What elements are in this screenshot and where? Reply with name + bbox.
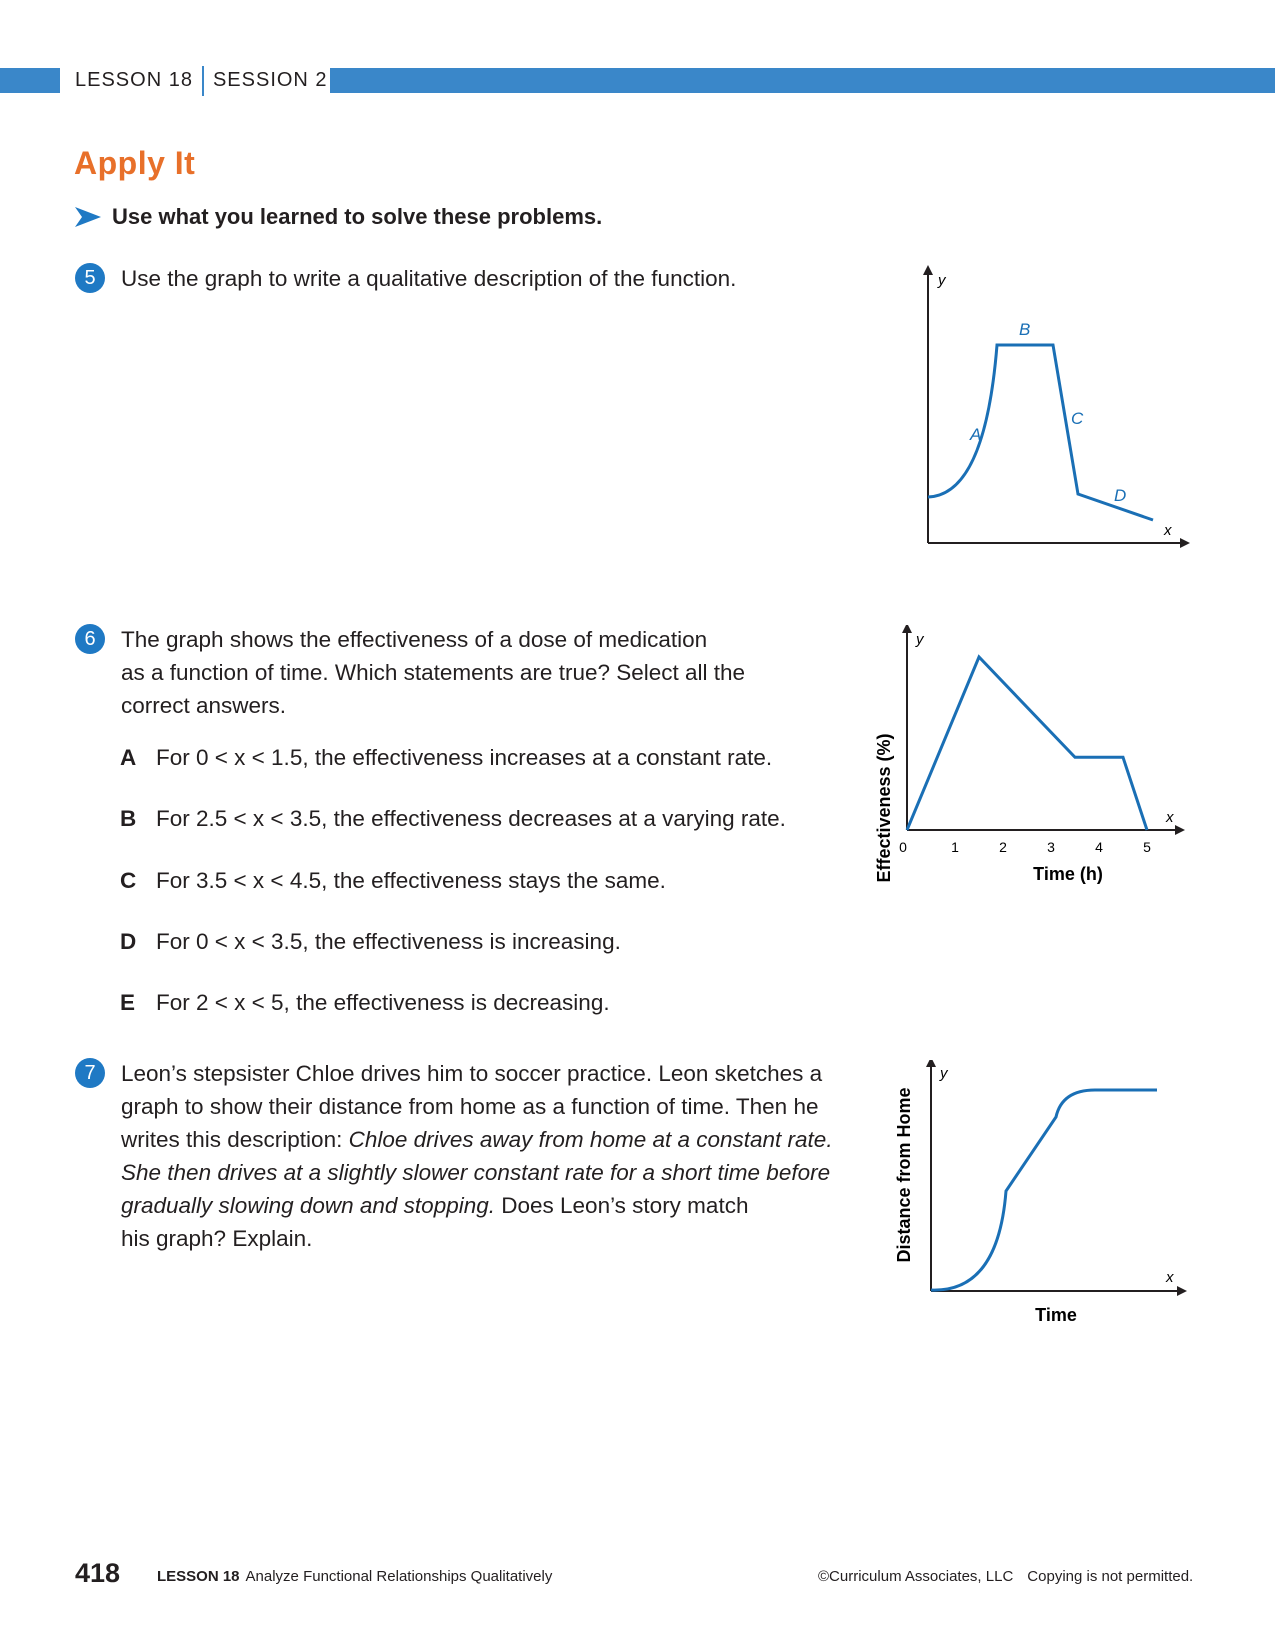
header-divider xyxy=(201,65,204,96)
option-e[interactable]: E For 2 < x < 5, the effectiveness is de… xyxy=(120,990,610,1016)
header-band-right xyxy=(330,68,1275,93)
option-b-letter: B xyxy=(120,806,137,831)
graph-5: y x A B C D xyxy=(923,265,1190,548)
option-e-text: For 2 < x < 5, the effectiveness is decr… xyxy=(156,990,610,1015)
question-7-line-6: his graph? Explain. xyxy=(121,1226,313,1251)
option-a[interactable]: A For 0 < x < 1.5, the effectiveness inc… xyxy=(120,745,772,771)
option-b[interactable]: B For 2.5 < x < 3.5, the effectiveness d… xyxy=(120,806,786,832)
option-c-text: For 3.5 < x < 4.5, the effectiveness sta… xyxy=(156,868,666,893)
header-band-left xyxy=(0,68,60,93)
graph6-x-tick-label: 3 xyxy=(1047,839,1055,855)
option-d-text: For 0 < x < 3.5, the effectiveness is in… xyxy=(156,929,621,954)
question-7-line-5-italic: gradually slowing down and stopping. xyxy=(121,1193,495,1218)
graph7-curve xyxy=(930,1088,1157,1292)
question-7-line-2: graph to show their distance from home a… xyxy=(121,1094,819,1119)
question-7-line-1: Leon’s stepsister Chloe drives him to so… xyxy=(121,1061,823,1086)
footer-lesson: LESSON 18 Analyze Functional Relationship… xyxy=(157,1568,552,1585)
question-number-7: 7 xyxy=(75,1058,105,1088)
graph6-x-tick-label: 5 xyxy=(1143,839,1151,855)
question-6-line-3: correct answers. xyxy=(121,693,287,718)
question-number-5: 5 xyxy=(75,263,105,293)
option-c-letter: C xyxy=(120,868,137,893)
lesson-session-header: LESSON 18 SESSION 2 xyxy=(75,65,328,96)
graph6-curve xyxy=(905,654,1149,831)
question-6-text: The graph shows the effectiveness of a d… xyxy=(121,623,745,722)
question-7-text: Leon’s stepsister Chloe drives him to so… xyxy=(121,1057,861,1255)
graph5-label-b: B xyxy=(1019,320,1030,339)
graph-6: Effectiveness (%) y x 0 1 2 3 4 5 Time (h) xyxy=(874,625,1185,884)
graph5-label-c: C xyxy=(1071,409,1084,428)
graph6-y-label: y xyxy=(915,631,925,648)
question-6-line-2: as a function of time. Which statements … xyxy=(121,660,746,685)
graph5-curve xyxy=(927,343,1154,522)
graph7-x-axis-title: Time xyxy=(1035,1305,1077,1325)
graph7-y-label: y xyxy=(939,1065,949,1082)
footer-lesson-label: LESSON 18 xyxy=(157,1568,240,1585)
graph6-x-tick-label: 2 xyxy=(999,839,1007,855)
graph5-y-label: y xyxy=(937,272,947,289)
option-a-letter: A xyxy=(120,745,137,770)
question-6-line-1: The graph shows the effectiveness of a d… xyxy=(121,627,708,652)
session-label: SESSION 2 xyxy=(212,69,328,91)
page-title: Apply It xyxy=(74,145,196,181)
question-7-line-3-italic: Chloe drives away from home at a constan… xyxy=(348,1127,833,1152)
option-c[interactable]: C For 3.5 < x < 4.5, the effectiveness s… xyxy=(120,868,666,894)
footer-lesson-title: Analyze Functional Relationships Qualita… xyxy=(245,1568,553,1585)
graph5-label-d: D xyxy=(1114,486,1126,505)
arrow-right-icon xyxy=(75,207,101,227)
option-b-text: For 2.5 < x < 3.5, the effectiveness dec… xyxy=(156,806,786,831)
graph6-x-tick-label: 1 xyxy=(951,839,959,855)
question-number-6: 6 xyxy=(75,624,105,654)
question-7-line-3-plain: writes this description: xyxy=(121,1127,349,1152)
page-number: 418 xyxy=(75,1558,121,1588)
option-d[interactable]: D For 0 < x < 3.5, the effectiveness is … xyxy=(120,929,621,955)
instruction: Use what you learned to solve these prob… xyxy=(75,204,602,230)
copying-notice: Copying is not permitted. xyxy=(1027,1568,1194,1585)
lesson-label: LESSON 18 xyxy=(75,69,193,91)
graph7-y-axis-title: Distance from Home xyxy=(894,1087,914,1262)
question-7-line-5: gradually slowing down and stopping. Doe… xyxy=(121,1189,861,1222)
graph6-x-axis-title: Time (h) xyxy=(1033,864,1103,884)
option-e-letter: E xyxy=(120,990,136,1015)
graph5-x-label: x xyxy=(1163,522,1172,539)
graph6-x-tick-label: 0 xyxy=(899,839,907,855)
question-5-text: Use the graph to write a qualitative des… xyxy=(121,266,737,291)
option-d-letter: D xyxy=(120,929,137,954)
footer-copyright: ©Curriculum Associates, LLC Copying is no… xyxy=(818,1568,1193,1585)
question-7-line-5-plain: Does Leon’s story match xyxy=(495,1193,749,1218)
question-7-line-4-italic: She then drives at a slightly slower con… xyxy=(121,1160,831,1185)
question-7-line-3: writes this description: Chloe drives aw… xyxy=(121,1123,861,1156)
instruction-text: Use what you learned to solve these prob… xyxy=(112,204,603,229)
graph6-x-ticks: 0 1 2 3 4 5 xyxy=(899,839,1151,855)
option-a-text: For 0 < x < 1.5, the effectiveness incre… xyxy=(156,745,773,770)
graph6-x-label: x xyxy=(1165,809,1174,826)
copyright-text: ©Curriculum Associates, LLC xyxy=(818,1568,1014,1585)
graph5-label-a: A xyxy=(969,425,981,444)
question-7-line-4: She then drives at a slightly slower con… xyxy=(121,1156,861,1189)
graph6-y-axis-title: Effectiveness (%) xyxy=(874,733,894,882)
graph6-x-tick-label: 4 xyxy=(1095,839,1103,855)
graph7-x-label: x xyxy=(1165,1269,1174,1286)
graph-7: Distance from Home y x Time xyxy=(894,1060,1187,1325)
